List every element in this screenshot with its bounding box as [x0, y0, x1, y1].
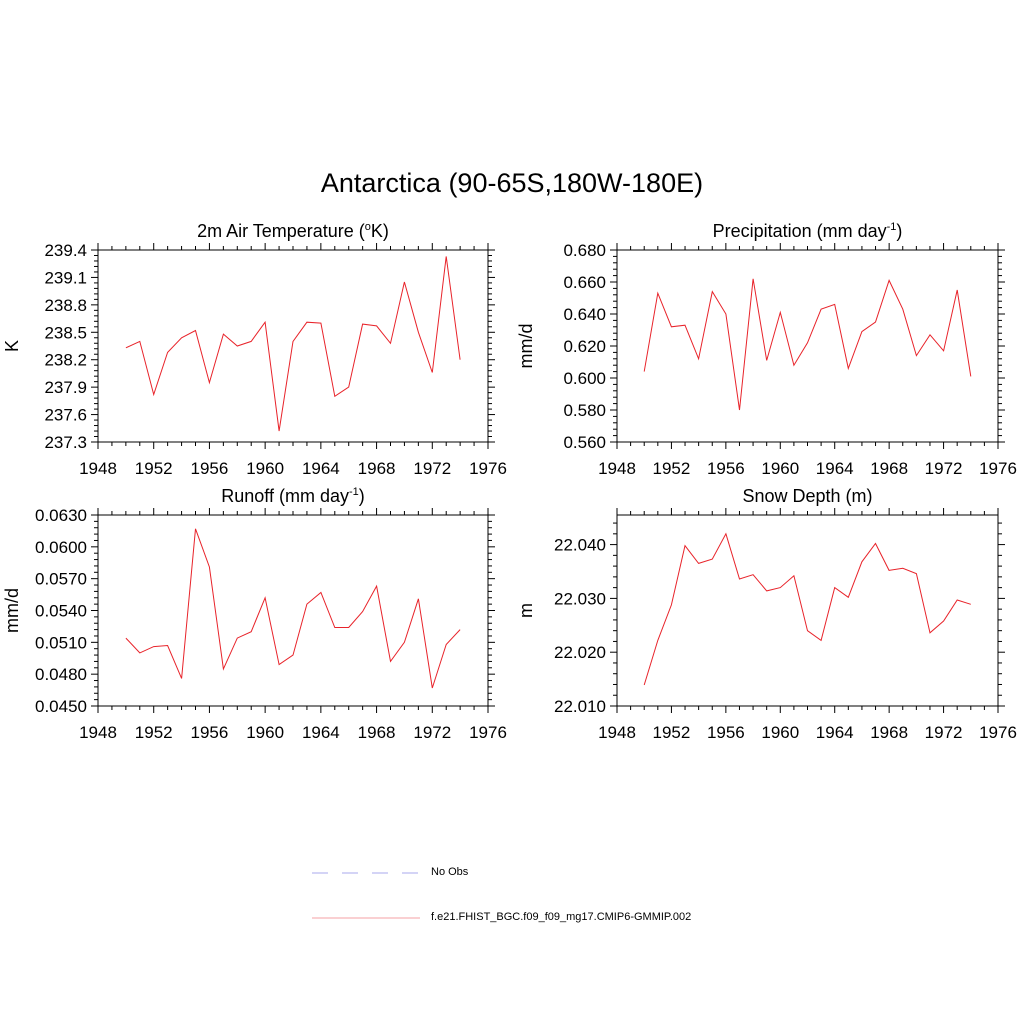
x-tick-label-runoff: 1960 [246, 723, 284, 742]
legend-label-model: f.e21.FHIST_BGC.f09_f09_mg17.CMIP6-GMMIP… [431, 911, 692, 923]
y-tick-label-temperature: 238.2 [44, 351, 87, 370]
x-tick-label-temperature: 1948 [79, 459, 117, 478]
x-tick-label-runoff: 1952 [135, 723, 173, 742]
series-line-runoff [125, 528, 461, 689]
x-tick-label-snow-depth: 1972 [925, 723, 963, 742]
x-tick-label-precipitation: 1972 [925, 459, 963, 478]
x-tick-label-snow-depth: 1956 [707, 723, 745, 742]
y-tick-label-snow-depth: 22.010 [554, 697, 606, 716]
y-axis-label-temperature: K [2, 340, 22, 352]
x-tick-label-runoff: 1948 [79, 723, 117, 742]
x-tick-label-runoff: 1956 [191, 723, 229, 742]
subplot-title-temperature: 2m Air Temperature (oK) [197, 221, 389, 241]
y-tick-label-precipitation: 0.600 [563, 369, 606, 388]
x-tick-label-runoff: 1964 [302, 723, 340, 742]
y-axis-label-snow-depth: m [516, 603, 536, 618]
y-tick-label-runoff: 0.0480 [35, 665, 87, 684]
y-tick-label-precipitation: 0.680 [563, 241, 606, 260]
x-tick-label-temperature: 1964 [302, 459, 340, 478]
x-tick-label-temperature: 1952 [135, 459, 173, 478]
y-axis-label-precipitation: mm/d [516, 324, 536, 369]
y-tick-label-snow-depth: 22.040 [554, 536, 606, 555]
x-tick-label-snow-depth: 1960 [761, 723, 799, 742]
y-tick-label-snow-depth: 22.030 [554, 589, 606, 608]
x-tick-label-precipitation: 1960 [761, 459, 799, 478]
x-tick-label-runoff: 1968 [358, 723, 396, 742]
y-tick-label-temperature: 237.3 [44, 433, 87, 452]
x-tick-label-snow-depth: 1968 [870, 723, 908, 742]
y-tick-label-precipitation: 0.660 [563, 273, 606, 292]
x-tick-label-temperature: 1972 [413, 459, 451, 478]
y-tick-label-temperature: 238.8 [44, 296, 87, 315]
x-tick-label-precipitation: 1968 [870, 459, 908, 478]
y-tick-label-temperature: 239.1 [44, 268, 87, 287]
x-tick-label-precipitation: 1952 [653, 459, 691, 478]
subplot-title-runoff: Runoff (mm day-1) [221, 486, 365, 506]
x-tick-label-precipitation: 1956 [707, 459, 745, 478]
y-tick-label-precipitation: 0.560 [563, 433, 606, 452]
series-line-snow-depth [643, 532, 971, 686]
x-tick-label-snow-depth: 1964 [816, 723, 854, 742]
x-tick-label-snow-depth: 1952 [653, 723, 691, 742]
y-tick-label-runoff: 0.0510 [35, 633, 87, 652]
y-tick-label-temperature: 238.5 [44, 323, 87, 342]
x-tick-label-temperature: 1956 [191, 459, 229, 478]
series-line-temperature [125, 256, 461, 432]
y-tick-label-runoff: 0.0450 [35, 697, 87, 716]
x-tick-label-temperature: 1968 [358, 459, 396, 478]
y-tick-label-temperature: 237.6 [44, 406, 87, 425]
x-tick-label-runoff: 1976 [469, 723, 507, 742]
subplot-title-snow-depth: Snow Depth (m) [742, 486, 872, 506]
x-tick-label-temperature: 1960 [246, 459, 284, 478]
x-tick-label-temperature: 1976 [469, 459, 507, 478]
x-tick-label-precipitation: 1964 [816, 459, 854, 478]
y-tick-label-snow-depth: 22.020 [554, 643, 606, 662]
x-tick-label-runoff: 1972 [413, 723, 451, 742]
y-tick-label-runoff: 0.0600 [35, 538, 87, 557]
x-tick-label-snow-depth: 1948 [598, 723, 636, 742]
y-tick-label-temperature: 239.4 [44, 241, 87, 260]
y-tick-label-runoff: 0.0540 [35, 602, 87, 621]
y-tick-label-precipitation: 0.580 [563, 401, 606, 420]
legend-label-obs: No Obs [431, 866, 469, 878]
y-tick-label-precipitation: 0.640 [563, 305, 606, 324]
y-tick-label-runoff: 0.0630 [35, 506, 87, 525]
y-tick-label-precipitation: 0.620 [563, 337, 606, 356]
y-tick-label-temperature: 237.9 [44, 378, 87, 397]
y-axis-label-runoff: mm/d [2, 588, 22, 633]
main-title: Antarctica (90-65S,180W-180E) [320, 168, 704, 198]
series-line-precipitation [643, 278, 972, 411]
y-tick-label-runoff: 0.0570 [35, 570, 87, 589]
x-tick-label-precipitation: 1976 [979, 459, 1017, 478]
x-tick-label-snow-depth: 1976 [979, 723, 1017, 742]
x-tick-label-precipitation: 1948 [598, 459, 636, 478]
subplot-title-precipitation: Precipitation (mm day-1) [713, 221, 903, 241]
